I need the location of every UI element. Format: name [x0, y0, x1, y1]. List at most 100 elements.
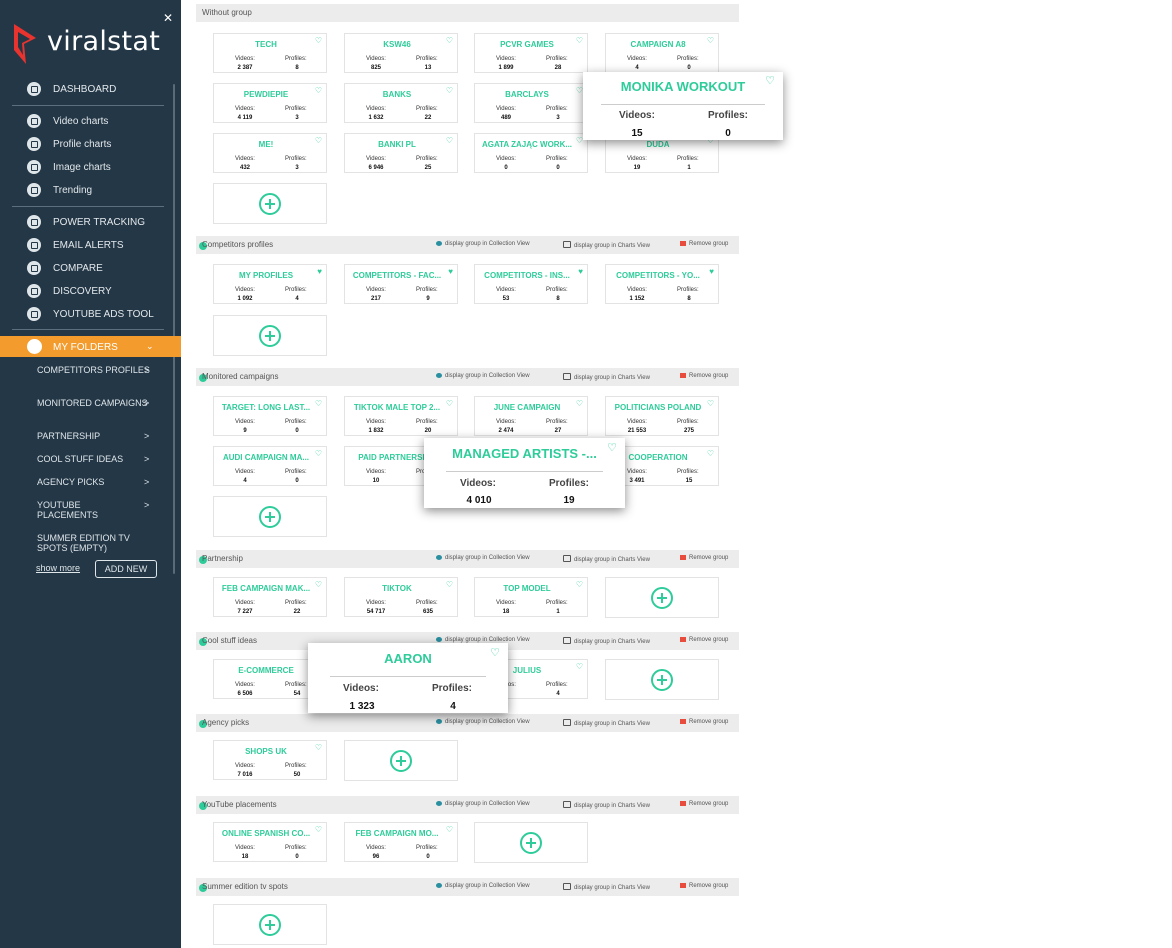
add-folder-button[interactable]: [213, 315, 327, 356]
folder-card[interactable]: TOP MODEL ♡ Videos: Profiles: 18 1: [474, 577, 588, 617]
remove-group-button[interactable]: Remove group: [680, 883, 728, 889]
nav-trending[interactable]: Trending: [0, 180, 181, 200]
folder-card[interactable]: PEWDIEPIE ♡ Videos: Profiles: 4 119 3: [213, 83, 327, 123]
folder-agency-picks[interactable]: AGENCY PICKS >: [37, 477, 167, 487]
nav-power-tracking[interactable]: POWER TRACKING: [0, 212, 181, 232]
folder-card[interactable]: AUDI CAMPAIGN MA... ♡ Videos: Profiles: 4 0: [213, 446, 327, 486]
folder-card[interactable]: ONLINE SPANISH CO... ♡ Videos: Profiles: 18 0: [213, 822, 327, 862]
charts-view-link[interactable]: display group in Charts View: [563, 555, 650, 563]
heart-icon[interactable]: ♡: [314, 36, 322, 45]
heart-icon[interactable]: ♥: [317, 267, 322, 276]
collection-view-link[interactable]: display group in Collection View: [436, 637, 530, 643]
nav-compare[interactable]: COMPARE: [0, 258, 181, 278]
folder-card[interactable]: KSW46 ♡ Videos: Profiles: 825 13: [344, 33, 458, 73]
card-hover-preview[interactable]: MONIKA WORKOUT ♡ Videos: Profiles: 15 0: [583, 72, 783, 140]
add-folder-button[interactable]: [213, 904, 327, 945]
collection-view-link[interactable]: display group in Collection View: [436, 883, 530, 889]
add-new-button[interactable]: ADD NEW: [95, 560, 157, 578]
remove-group-button[interactable]: Remove group: [680, 555, 728, 561]
folder-competitors-profiles[interactable]: COMPETITORS PROFILES >: [37, 365, 167, 375]
charts-view-link[interactable]: display group in Charts View: [563, 719, 650, 727]
folder-card[interactable]: CAMPAIGN A8 ♡ Videos: Profiles: 4 0: [605, 33, 719, 73]
folder-card[interactable]: COMPETITORS - FAC... ♥ Videos: Profiles: 217…: [344, 264, 458, 304]
heart-icon[interactable]: ♡: [445, 825, 453, 834]
folder-card[interactable]: COMPETITORS - INS... ♥ Videos: Profiles: 53 8: [474, 264, 588, 304]
nav-my-folders[interactable]: MY FOLDERS ⌄: [0, 336, 181, 357]
folder-cool-stuff-ideas[interactable]: COOL STUFF IDEAS >: [37, 454, 167, 464]
heart-icon[interactable]: ♡: [445, 136, 453, 145]
remove-group-button[interactable]: Remove group: [680, 637, 728, 643]
folder-card[interactable]: BARCLAYS ♡ Videos: Profiles: 489 3: [474, 83, 588, 123]
folder-card[interactable]: POLITICIANS POLAND ♡ Videos: Profiles: 21 55…: [605, 396, 719, 436]
folder-monitored-campaigns[interactable]: MONITORED CAMPAIGNS >: [37, 398, 167, 408]
collection-view-link[interactable]: display group in Collection View: [436, 241, 530, 247]
folder-partnership[interactable]: PARTNERSHIP >: [37, 431, 167, 441]
remove-group-button[interactable]: Remove group: [680, 241, 728, 247]
folder-card[interactable]: TIKTOK ♡ Videos: Profiles: 54 717 635: [344, 577, 458, 617]
card-hover-preview[interactable]: MANAGED ARTISTS -... ♡ Videos: Profiles:…: [424, 438, 625, 508]
nav-image-charts[interactable]: Image charts: [0, 157, 181, 177]
remove-group-button[interactable]: Remove group: [680, 719, 728, 725]
heart-icon[interactable]: ♡: [706, 399, 714, 408]
folder-card[interactable]: BANKS ♡ Videos: Profiles: 1 632 22: [344, 83, 458, 123]
heart-icon[interactable]: ♡: [314, 449, 322, 458]
add-folder-button[interactable]: [344, 740, 458, 781]
folder-summer-edition[interactable]: SUMMER EDITION TV SPOTS (EMPTY): [37, 533, 157, 553]
charts-view-link[interactable]: display group in Charts View: [563, 801, 650, 809]
nav-profile-charts[interactable]: Profile charts: [0, 134, 181, 154]
collection-view-link[interactable]: display group in Collection View: [436, 373, 530, 379]
charts-view-link[interactable]: display group in Charts View: [563, 883, 650, 891]
heart-icon[interactable]: ♡: [575, 36, 583, 45]
collection-view-link[interactable]: display group in Collection View: [436, 801, 530, 807]
collection-view-link[interactable]: display group in Collection View: [436, 555, 530, 561]
folder-card[interactable]: TECH ♡ Videos: Profiles: 2 387 8: [213, 33, 327, 73]
heart-icon[interactable]: ♡: [706, 36, 714, 45]
nav-discovery[interactable]: DISCOVERY: [0, 281, 181, 301]
heart-icon[interactable]: ♡: [765, 75, 775, 87]
nav-video-charts[interactable]: Video charts: [0, 111, 181, 131]
folder-youtube-placements[interactable]: YOUTUBE PLACEMENTS >: [37, 500, 149, 520]
charts-view-link[interactable]: display group in Charts View: [563, 373, 650, 381]
folder-card[interactable]: TARGET: LONG LAST... ♡ Videos: Profiles: 9 0: [213, 396, 327, 436]
add-folder-button[interactable]: [605, 659, 719, 700]
show-more-link[interactable]: show more: [36, 563, 81, 573]
heart-icon[interactable]: ♡: [706, 449, 714, 458]
heart-icon[interactable]: ♡: [314, 825, 322, 834]
folder-card[interactable]: TIKTOK MALE TOP 2... ♡ Videos: Profiles: 1 8…: [344, 396, 458, 436]
remove-group-button[interactable]: Remove group: [680, 373, 728, 379]
folder-card[interactable]: PCVR GAMES ♡ Videos: Profiles: 1 899 28: [474, 33, 588, 73]
nav-youtube-ads-tool[interactable]: YOUTUBE ADS TOOL: [0, 304, 181, 324]
heart-icon[interactable]: ♥: [578, 267, 583, 276]
folder-card[interactable]: SHOPS UK ♡ Videos: Profiles: 7 016 50: [213, 740, 327, 780]
nav-email-alerts[interactable]: EMAIL ALERTS: [0, 235, 181, 255]
heart-icon[interactable]: ♡: [575, 86, 583, 95]
card-hover-preview[interactable]: AARON ♡ Videos: Profiles: 1 323 4: [308, 643, 508, 713]
heart-icon[interactable]: ♡: [490, 647, 500, 659]
heart-icon[interactable]: ♡: [314, 136, 322, 145]
folder-card[interactable]: ME! ♡ Videos: Profiles: 432 3: [213, 133, 327, 173]
heart-icon[interactable]: ♡: [575, 136, 583, 145]
folder-card[interactable]: COMPETITORS - YO... ♥ Videos: Profiles: 1 15…: [605, 264, 719, 304]
collection-view-link[interactable]: display group in Collection View: [436, 719, 530, 725]
folder-card[interactable]: AGATA ZAJĄC WORK... ♡ Videos: Profiles: 0 0: [474, 133, 588, 173]
folder-card[interactable]: FEB CAMPAIGN MAK... ♡ Videos: Profiles: 7 22…: [213, 577, 327, 617]
folder-card[interactable]: FEB CAMPAIGN MO... ♡ Videos: Profiles: 96 0: [344, 822, 458, 862]
add-folder-button[interactable]: [213, 183, 327, 224]
add-folder-button[interactable]: [213, 496, 327, 537]
remove-group-button[interactable]: Remove group: [680, 801, 728, 807]
brand-name[interactable]: viralstat: [47, 26, 161, 57]
heart-icon[interactable]: ♡: [607, 442, 617, 454]
heart-icon[interactable]: ♡: [575, 399, 583, 408]
charts-view-link[interactable]: display group in Charts View: [563, 637, 650, 645]
heart-icon[interactable]: ♡: [706, 136, 714, 145]
charts-view-link[interactable]: display group in Charts View: [563, 241, 650, 249]
heart-icon[interactable]: ♡: [445, 86, 453, 95]
heart-icon[interactable]: ♥: [448, 267, 453, 276]
add-folder-button[interactable]: [474, 822, 588, 863]
heart-icon[interactable]: ♡: [314, 580, 322, 589]
folder-card[interactable]: JUNE CAMPAIGN ♡ Videos: Profiles: 2 474 27: [474, 396, 588, 436]
heart-icon[interactable]: ♥: [709, 267, 714, 276]
heart-icon[interactable]: ♡: [314, 399, 322, 408]
heart-icon[interactable]: ♡: [445, 399, 453, 408]
heart-icon[interactable]: ♡: [445, 580, 453, 589]
